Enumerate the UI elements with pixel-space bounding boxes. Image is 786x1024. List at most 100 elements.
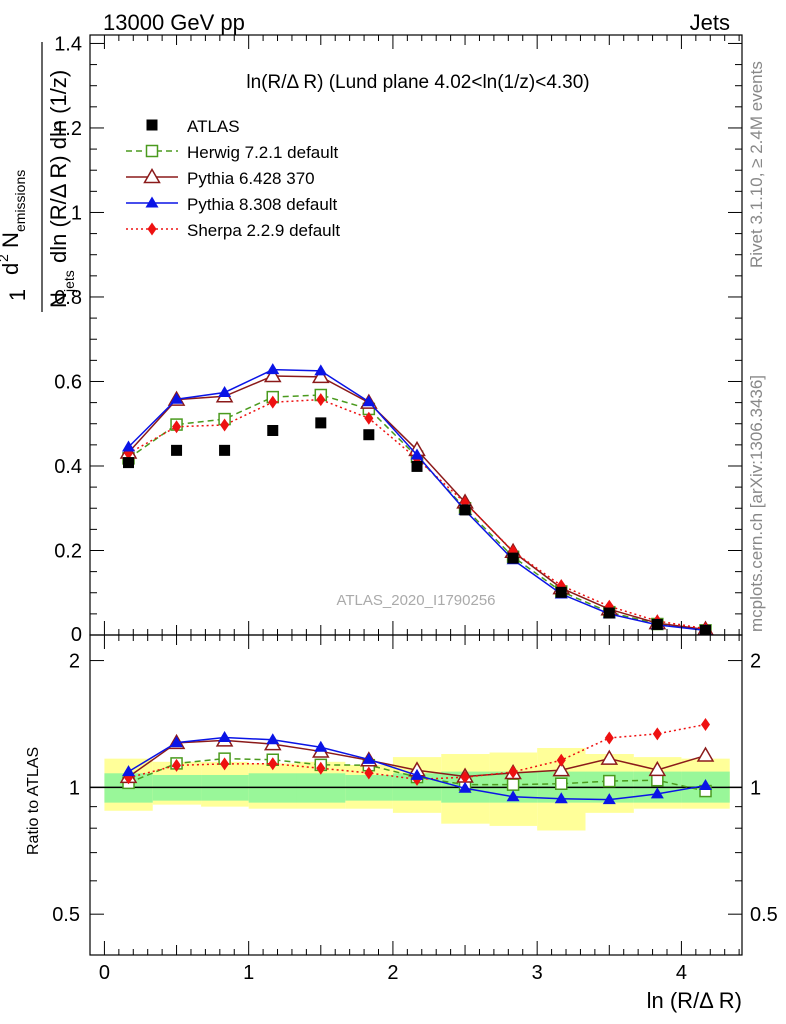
- main-pythia-6428-point: [263, 366, 282, 383]
- ratio-pythia-6428-point: [648, 760, 667, 777]
- ratio-y-tick-label-left: 1: [69, 777, 80, 799]
- main-series-layer: [119, 363, 714, 635]
- ratio-pythia-8308-point: [410, 768, 424, 780]
- main-atlas-point: [603, 607, 615, 619]
- main-pythia-8308-point: [362, 395, 376, 407]
- ratio-pythia-8308-point: [170, 736, 184, 748]
- header-energy-label: 13000 GeV pp: [103, 10, 245, 35]
- ratio-pythia-8308-point: [650, 787, 664, 799]
- ratio-pythia-8308-point: [314, 740, 328, 752]
- ylabel-N: N: [46, 292, 71, 308]
- main-sherpa-229-point: [172, 420, 182, 434]
- main-pythia-6428-point: [311, 367, 330, 384]
- ratio-sherpa-229-point: [268, 757, 278, 771]
- main-atlas-point: [267, 424, 279, 436]
- legend-label: Herwig 7.2.1 default: [187, 143, 338, 162]
- ratio-pythia-8308-point: [554, 792, 568, 804]
- main-pythia-8308-point: [122, 440, 136, 452]
- x-tick-label: 1: [243, 962, 254, 984]
- main-atlas-point: [555, 586, 567, 598]
- ratio-pythia-8308-point: [266, 733, 280, 745]
- ylabel-one: 1: [5, 289, 30, 301]
- legend-marker: [147, 222, 157, 236]
- main-atlas-point: [363, 429, 375, 441]
- ratio-pythia-8308-point: [458, 781, 472, 793]
- legend-marker: [145, 144, 159, 158]
- main-y-tick-label: 1: [71, 202, 82, 224]
- main-atlas-point: [459, 504, 471, 516]
- ratio-uncertainty-bands: [90, 748, 742, 831]
- watermark-label: ATLAS_2020_I1790256: [336, 592, 495, 609]
- ratio-sherpa-229-point: [556, 753, 566, 767]
- ratio-pythia-8308-point: [362, 752, 376, 764]
- legend: ATLAS Herwig 7.2.1 default Pythia 6.428 37…: [126, 117, 340, 240]
- legend-entry: Pythia 8.308 default: [126, 195, 338, 214]
- ratio-herwig-721-point: [555, 777, 568, 791]
- legend-label: Pythia 6.428 370: [187, 169, 315, 188]
- legend-marker: [143, 167, 161, 184]
- ratio-pythia-8308-point: [122, 765, 136, 777]
- ratio-herwig-721-point: [603, 774, 616, 788]
- ratio-y-tick-label-right: 1: [750, 777, 761, 799]
- ratio-sherpa-229-point: [604, 731, 614, 745]
- ratio-sherpa-229-point: [652, 727, 662, 741]
- main-sherpa-229-point: [364, 411, 374, 425]
- ratio-pythia-8308-point: [506, 790, 520, 802]
- ratio-plot-frame: [89, 634, 743, 956]
- ratio-y-tick-label-left: 2: [69, 651, 80, 673]
- legend-label: Pythia 8.308 default: [187, 195, 338, 214]
- x-tick-label: 4: [676, 962, 687, 984]
- ratio-pythia-6428-point: [696, 746, 715, 762]
- main-atlas-point: [700, 624, 712, 635]
- ratio-herwig-721-point: [506, 778, 520, 791]
- ratio-sherpa-229-point: [364, 766, 374, 780]
- legend-entry: Herwig 7.2.1 default: [126, 143, 338, 162]
- header-jets-label: Jets: [690, 10, 730, 35]
- ratio-series-layer: [119, 718, 715, 805]
- ratio-sherpa-229-point: [316, 761, 326, 775]
- main-y-tick-label: 1.2: [54, 118, 82, 140]
- legend-entry: ATLAS: [146, 117, 240, 136]
- x-tick-label: 2: [387, 962, 398, 984]
- main-atlas-point: [219, 444, 231, 456]
- ylabel-emissions: emissions: [12, 170, 28, 232]
- main-pythia-8308-point: [218, 385, 232, 397]
- main-pythia-8308-point: [410, 448, 424, 460]
- x-axis-label: ln (R/Δ R): [647, 988, 742, 1013]
- ratio-y-axis-label: Ratio to ATLAS: [25, 747, 42, 855]
- main-pythia-8308-point: [314, 364, 328, 376]
- main-atlas-point: [651, 618, 663, 630]
- main-y-tick-label-zero: 0: [71, 624, 82, 646]
- ratio-pythia-6428-point: [600, 749, 619, 765]
- main-sherpa-229-point: [268, 395, 278, 409]
- ratio-y-tick-label-left: 0.5: [52, 904, 80, 926]
- ylabel-sup2: 2: [0, 254, 11, 262]
- main-y-tick-label: 1.4: [54, 33, 82, 55]
- ratio-herwig-721-point: [651, 773, 664, 787]
- ratio-pythia-6428-point: [552, 761, 571, 777]
- ratio-sherpa-229-point: [701, 718, 711, 732]
- main-atlas-point: [171, 444, 183, 456]
- main-atlas-point: [411, 460, 423, 472]
- legend-label: ATLAS: [187, 117, 240, 136]
- main-atlas-point: [315, 417, 327, 429]
- main-atlas-point: [123, 457, 135, 469]
- ratio-sherpa-229-point: [460, 770, 470, 784]
- legend-label: Sherpa 2.2.9 default: [187, 221, 340, 240]
- legend-marker: [145, 196, 159, 208]
- main-pythia-8308-point: [266, 363, 280, 375]
- main-y-tick-label: 0.4: [54, 456, 82, 478]
- axis-ticks: [90, 35, 742, 956]
- rivet-info-label: Rivet 3.1.10, ≥ 2.4M events: [747, 61, 766, 268]
- main-y-tick-label: 0.8: [54, 287, 82, 309]
- axis-tick-labels: 0 1 2 3 4 0.2 0.4 0.6 0.8 1 1.2 1.4 0 0.5 0.5 1 1 2 2: [52, 33, 778, 984]
- legend-entry: Sherpa 2.2.9 default: [126, 221, 340, 240]
- main-pythia-8308-point: [170, 392, 184, 404]
- ratio-sherpa-229-point: [508, 765, 518, 779]
- ratio-pythia-8308-point: [602, 793, 616, 805]
- ylabel-d: d: [0, 263, 23, 275]
- ylabel-numN: N: [0, 232, 23, 248]
- main-sherpa-229-point: [316, 393, 326, 407]
